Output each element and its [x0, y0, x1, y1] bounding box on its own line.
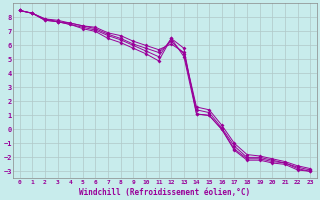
- X-axis label: Windchill (Refroidissement éolien,°C): Windchill (Refroidissement éolien,°C): [79, 188, 251, 197]
